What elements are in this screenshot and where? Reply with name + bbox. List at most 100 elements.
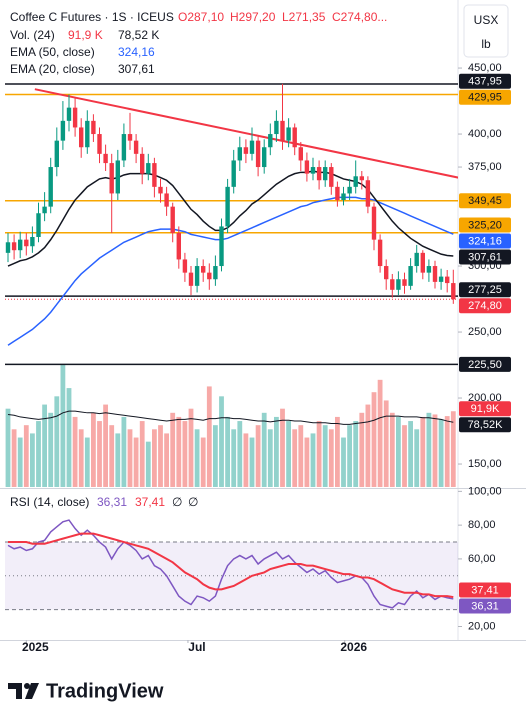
price-pane bbox=[5, 83, 458, 487]
candle-body bbox=[79, 127, 84, 148]
volume-bar bbox=[36, 421, 41, 487]
price-label: 225,50 bbox=[468, 359, 502, 371]
candle-body bbox=[365, 180, 371, 207]
volume-bar bbox=[139, 421, 145, 487]
candle-body bbox=[11, 242, 17, 251]
candle-body bbox=[121, 134, 127, 161]
volume-bar bbox=[304, 437, 310, 487]
volume-bar bbox=[316, 421, 322, 487]
candle-body bbox=[377, 239, 383, 267]
candle-body bbox=[445, 276, 450, 284]
legend: Coffee C Futures · 1S · ICEUS O287,10 H2… bbox=[4, 8, 394, 509]
ema-line bbox=[7, 170, 454, 267]
candle-body bbox=[60, 120, 66, 141]
candle-body bbox=[353, 176, 358, 187]
y-tick-label: 450,00 bbox=[468, 62, 502, 74]
volume-bar bbox=[66, 388, 72, 487]
price-label-box bbox=[459, 298, 511, 314]
volume-bar bbox=[72, 416, 78, 487]
volume-bar bbox=[170, 412, 176, 487]
volume-bar bbox=[267, 429, 273, 487]
volume-bar bbox=[438, 419, 444, 487]
ema-value: 324,16 bbox=[118, 45, 155, 59]
candle-body bbox=[194, 266, 200, 286]
candle-body bbox=[341, 193, 346, 201]
candle-body bbox=[402, 279, 407, 286]
candle-body bbox=[133, 140, 139, 154]
candle-body bbox=[414, 252, 419, 267]
price-label: 78,52K bbox=[468, 419, 504, 431]
price-label-box bbox=[459, 598, 511, 614]
volume-bar bbox=[383, 400, 389, 487]
price-label: 277,25 bbox=[468, 284, 502, 296]
candle-body bbox=[97, 134, 102, 154]
volume-bar bbox=[219, 396, 224, 487]
volume-bar bbox=[30, 433, 35, 487]
volume-bar bbox=[389, 412, 395, 487]
candle-body bbox=[103, 153, 108, 164]
price-label: 325,20 bbox=[468, 219, 502, 231]
volume-bar bbox=[127, 429, 133, 487]
y-tick-label: 60,00 bbox=[468, 553, 496, 565]
volume-bar bbox=[365, 404, 371, 487]
rsi-extra: ∅ bbox=[188, 495, 198, 509]
rsi-value: 36,31 bbox=[97, 495, 127, 509]
volume-bar bbox=[286, 421, 291, 487]
candle-body bbox=[268, 134, 273, 148]
price-label-box bbox=[459, 193, 511, 209]
ema-value: 307,61 bbox=[118, 62, 155, 76]
candle-body bbox=[54, 140, 59, 168]
candle-body bbox=[115, 160, 120, 194]
candle-body bbox=[164, 193, 169, 207]
price-label-box bbox=[459, 249, 511, 265]
candle-body bbox=[396, 279, 401, 290]
volume-bar bbox=[396, 416, 401, 487]
volume-bar bbox=[322, 425, 328, 487]
volume-bar bbox=[328, 429, 334, 487]
volume-bar bbox=[371, 392, 377, 487]
y-tick-label: 250,00 bbox=[468, 326, 502, 338]
candle-body bbox=[335, 186, 340, 201]
volume-bar bbox=[11, 429, 17, 487]
unit-frame bbox=[463, 4, 509, 58]
volume-bar bbox=[450, 411, 456, 487]
price-label: 324,16 bbox=[468, 235, 502, 247]
volume-bar bbox=[42, 404, 47, 487]
volume-bar bbox=[182, 421, 188, 487]
volume-bar bbox=[432, 414, 438, 487]
volume-bar bbox=[48, 412, 54, 487]
candle-body bbox=[24, 239, 29, 247]
candle-body bbox=[85, 120, 90, 148]
candle-body bbox=[329, 167, 334, 187]
volume-ma-line bbox=[7, 410, 454, 425]
volume-bar bbox=[188, 408, 194, 487]
volume-bar bbox=[84, 437, 90, 487]
volume-bar bbox=[335, 416, 340, 487]
volume-ma-value: 78,52 K bbox=[118, 28, 159, 42]
x-tick-label: 2026 bbox=[340, 640, 367, 654]
candle-body bbox=[426, 266, 432, 273]
volume-bar bbox=[164, 433, 169, 487]
ema-name: EMA (50, close) bbox=[10, 45, 95, 59]
price-label: 91,9K bbox=[471, 403, 500, 415]
volume-bar bbox=[231, 429, 237, 487]
candle-body bbox=[36, 213, 41, 238]
y-tick-label: 375,00 bbox=[468, 161, 502, 173]
volume-bar bbox=[249, 437, 255, 487]
candle-body bbox=[72, 107, 78, 128]
rsi-extra: ∅ bbox=[172, 495, 182, 509]
ohlc-close: C274,80... bbox=[332, 10, 387, 24]
volume-bar bbox=[213, 425, 218, 487]
y-tick-label: 100,00 bbox=[468, 485, 502, 497]
volume-bar bbox=[206, 386, 212, 487]
volume-bar bbox=[200, 437, 206, 487]
volume-bar bbox=[237, 421, 243, 487]
price-label-box bbox=[459, 89, 511, 105]
candle-body bbox=[225, 186, 230, 227]
price-label: 429,95 bbox=[468, 92, 502, 104]
candle-body bbox=[109, 163, 114, 194]
volume-bar bbox=[121, 416, 127, 487]
candle-body bbox=[262, 147, 267, 168]
candle-body bbox=[237, 147, 242, 161]
